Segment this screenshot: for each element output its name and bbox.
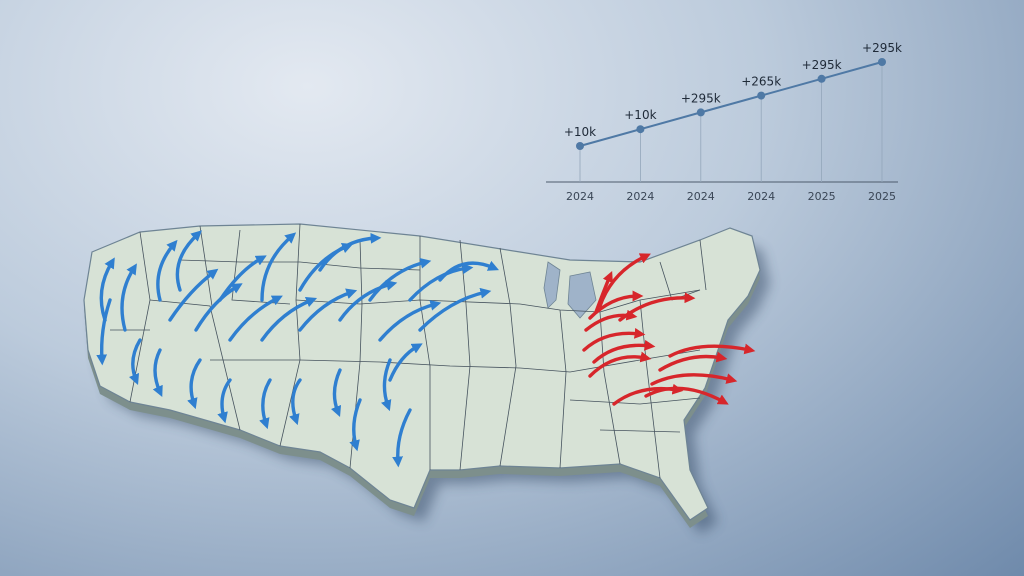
migration-trend-chart: +10k 2024 +10k 2024 +295k 2024 +265k 2024 +295k 2…: [546, 41, 902, 203]
outflow-arrow: [381, 358, 392, 412]
inflow-arrow: [668, 343, 756, 358]
data-point: [696, 108, 705, 117]
outflow-arrow: [289, 378, 302, 426]
outflow-arrow: [152, 348, 163, 397]
inflow-arrow: [598, 253, 651, 308]
outflow-arrow: [120, 263, 137, 332]
outflow-arrow: [388, 343, 423, 382]
outflow-arrow: [378, 300, 442, 342]
outflow-arrow: [99, 257, 115, 322]
outflow-arrow: [260, 232, 297, 302]
x-tick-label: 2024: [626, 190, 654, 203]
outflow-arrow: [187, 358, 202, 410]
outflow-arrow: [338, 280, 398, 322]
outflow-arrow: [175, 230, 202, 292]
outflow-arrow: [318, 232, 382, 272]
inflow-arrow: [588, 290, 644, 320]
inflow-arrow: [618, 292, 696, 322]
data-point: [636, 125, 645, 134]
outflow-arrow: [168, 268, 219, 322]
outflow-arrow: [228, 295, 283, 342]
x-tick-label: 2024: [687, 190, 715, 203]
us-land: [83, 223, 761, 521]
data-label: +10k: [624, 108, 656, 122]
outflow-arrow: [368, 257, 432, 302]
data-point: [576, 142, 584, 150]
data-point: [817, 74, 826, 83]
x-tick-label: 2025: [868, 190, 896, 203]
outflow-arrow: [218, 255, 267, 302]
inflow-arrow: [582, 327, 646, 352]
outflow-arrow: [418, 287, 492, 332]
outflow-arrow: [156, 239, 178, 302]
outflow-arrow: [298, 288, 358, 332]
outflow-arrow: [438, 260, 499, 282]
outflow-arrow: [128, 338, 142, 386]
data-point: [878, 58, 886, 66]
series-line: [579, 61, 883, 147]
data-point: [757, 91, 766, 100]
x-tick-label: 2024: [566, 190, 594, 203]
outflow-arrow: [330, 368, 342, 418]
data-label: +10k: [564, 125, 596, 139]
data-label: +295k: [862, 41, 902, 55]
inflow-arrow: [644, 386, 729, 405]
inflow-arrow: [592, 339, 656, 364]
data-label: +295k: [802, 58, 842, 72]
outflow-arrow: [392, 408, 412, 468]
outflow-arrow: [194, 283, 243, 332]
x-tick-label: 2025: [808, 190, 836, 203]
inflow-arrow: [594, 270, 613, 314]
inflow-arrows: [582, 253, 756, 406]
great-lakes: [543, 261, 597, 319]
outflow-arrow: [349, 398, 362, 452]
outflow-arrows: [96, 230, 499, 468]
x-tick-label: 2024: [747, 190, 775, 203]
outflow-arrow: [260, 296, 318, 342]
outflow-arrow: [217, 378, 232, 424]
data-label: +295k: [681, 91, 721, 105]
inflow-arrow: [588, 351, 652, 378]
outflow-arrow: [408, 263, 474, 302]
inflow-arrow: [650, 373, 738, 386]
inflow-arrow: [658, 351, 728, 372]
outflow-arrow: [96, 298, 112, 366]
outflow-arrow: [259, 378, 272, 430]
data-label: +265k: [741, 75, 781, 89]
